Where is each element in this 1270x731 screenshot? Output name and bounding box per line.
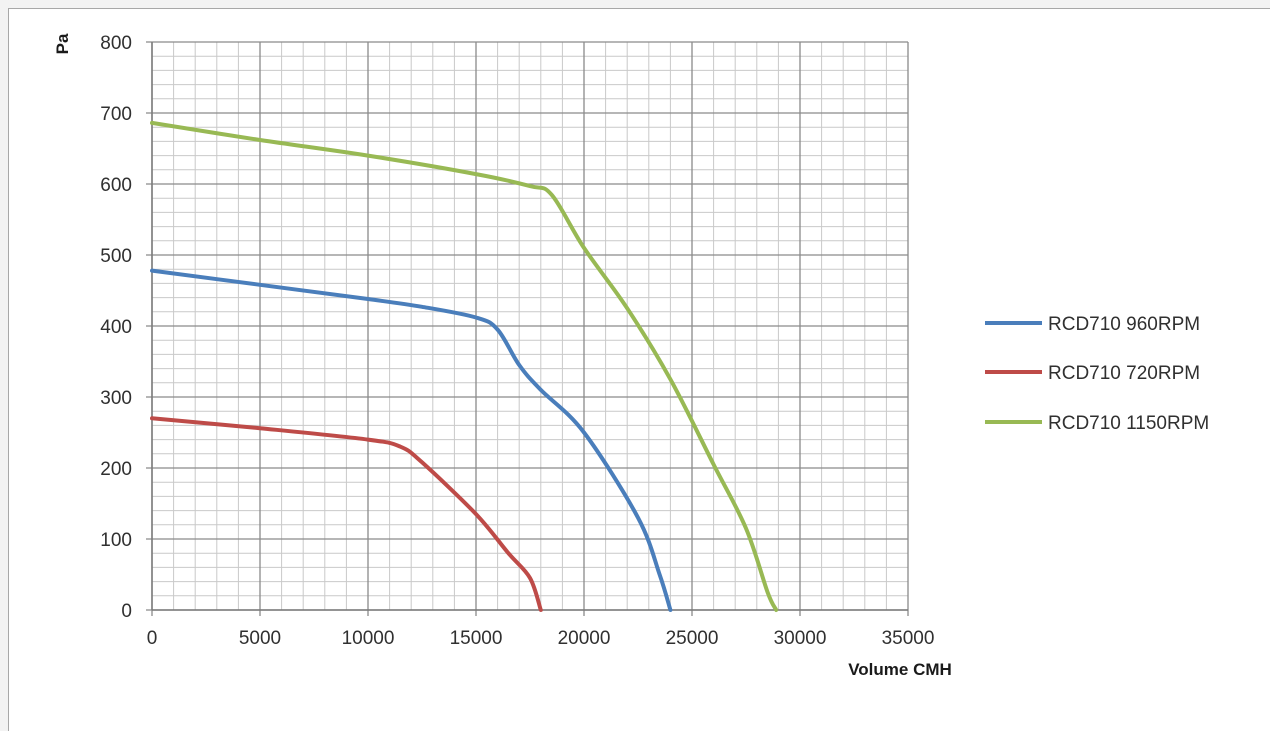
y-tick-label: 600 [100, 175, 132, 196]
y-tick-label: 0 [121, 601, 132, 622]
legend-label-rcd710-720rpm: RCD710 720RPM [1048, 363, 1200, 384]
y-tick-label: 700 [100, 104, 132, 125]
series-line-rcd710-720rpm [150, 416, 543, 612]
x-tick-label: 0 [147, 628, 158, 649]
x-tick-label: 30000 [774, 628, 827, 649]
legend-label-rcd710-960rpm: RCD710 960RPM [1048, 314, 1200, 335]
y-tick-labels: 0 100 200 300 400 500 600 700 800 [100, 33, 132, 622]
series-lines [150, 120, 779, 612]
x-tick-label: 10000 [342, 628, 395, 649]
x-tick-label: 35000 [882, 628, 935, 649]
series-line-rcd710-1150rpm [150, 120, 779, 612]
x-tick-label: 15000 [450, 628, 503, 649]
y-tick-label: 100 [100, 530, 132, 551]
y-tick-label: 200 [100, 459, 132, 480]
y-tick-label: 400 [100, 317, 132, 338]
x-tick-label: 5000 [239, 628, 281, 649]
major-gridlines [146, 41, 909, 616]
y-tick-label: 500 [100, 246, 132, 267]
x-tick-label: 20000 [558, 628, 611, 649]
y-axis-title: Pa [53, 33, 72, 54]
legend: RCD710 960RPM RCD710 720RPM RCD710 1150RPM [985, 314, 1209, 434]
legend-label-rcd710-1150rpm: RCD710 1150RPM [1048, 413, 1209, 434]
series-line-rcd710-960rpm [150, 268, 673, 612]
y-tick-label: 800 [100, 33, 132, 54]
x-tick-label: 25000 [666, 628, 719, 649]
x-axis-title: Volume CMH [848, 660, 952, 679]
x-tick-labels: 0 5000 10000 15000 20000 25000 30000 35000 [147, 628, 935, 649]
y-tick-label: 300 [100, 388, 132, 409]
